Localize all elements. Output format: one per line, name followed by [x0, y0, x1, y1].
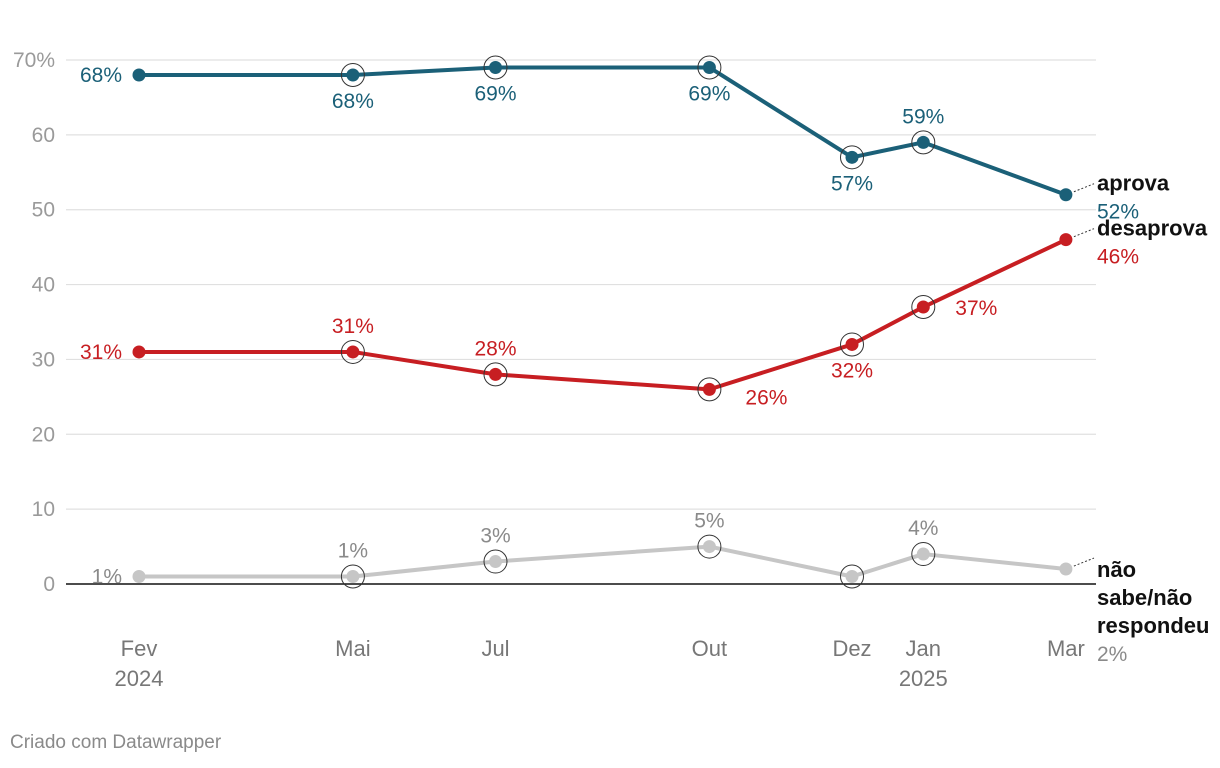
aprova-end-value: 52%	[1097, 201, 1139, 224]
aprova-leader-line	[1073, 183, 1095, 193]
aprova-point	[489, 60, 502, 74]
aprova-point	[702, 60, 716, 74]
series	[132, 55, 1073, 589]
aprova-data-label: 69%	[688, 82, 730, 105]
aprova-series-name: aprova	[1097, 171, 1170, 196]
x-tick-label: Mar	[1047, 636, 1085, 661]
x-tick-label: Out	[692, 636, 727, 661]
aprova-point	[916, 135, 930, 149]
y-tick-label: 60	[32, 124, 55, 147]
desaprova-leader-line	[1073, 228, 1095, 238]
aprova-data-label: 68%	[80, 64, 122, 87]
aprova-point	[346, 68, 360, 82]
x-tick-label: Dez	[832, 636, 871, 661]
nao_sabe-point-ring	[340, 564, 365, 589]
y-tick-label: 50	[32, 199, 55, 222]
desaprova-point-ring	[340, 339, 365, 364]
nao_sabe-point-ring	[911, 542, 936, 567]
aprova-point-ring	[911, 130, 936, 155]
y-tick-label: 0	[43, 573, 55, 596]
aprova-point	[132, 68, 146, 82]
desaprova-point-ring	[483, 362, 508, 387]
desaprova-point-ring	[911, 295, 936, 320]
x-tick-label: Jul	[481, 636, 509, 661]
nao_sabe-point	[702, 540, 716, 554]
nao_sabe-point	[489, 555, 502, 569]
desaprova-point	[702, 382, 716, 396]
desaprova-point	[1059, 233, 1073, 247]
y-axis: 0 10 20 30 40 50 60 70%	[13, 49, 55, 596]
aprova-data-label: 59%	[902, 105, 944, 128]
nao_sabe-point	[346, 570, 360, 584]
series-labels: aprova 52%desaprova 46% não sabe/não responde…	[1073, 171, 1209, 666]
desaprova-series-name: desaprova	[1097, 216, 1208, 241]
x-tick-label: Fev	[121, 636, 158, 661]
aprova-data-label: 69%	[474, 82, 516, 105]
nao_sabe-series-name: respondeu	[1097, 613, 1209, 638]
aprova-point	[845, 150, 859, 164]
desaprova-point	[916, 300, 930, 314]
y-tick-label: 20	[32, 423, 55, 446]
nao_sabe-data-label: 1%	[338, 540, 368, 563]
nao_sabe-point	[916, 547, 930, 561]
desaprova-data-label: 37%	[955, 297, 997, 320]
aprova-data-label: 68%	[332, 90, 374, 113]
nao_sabe-point-ring	[697, 534, 722, 559]
x-tick-label: Jan	[906, 636, 941, 661]
desaprova-data-label: 32%	[831, 359, 873, 382]
nao_sabe-data-label: 1%	[92, 566, 122, 589]
aprova-point	[1059, 188, 1073, 202]
desaprova-data-label: 28%	[474, 337, 516, 360]
desaprova-data-label: 31%	[80, 341, 122, 364]
desaprova-data-label: 31%	[332, 315, 374, 338]
nao_sabe-point	[1059, 562, 1073, 576]
nao_sabe-point	[845, 570, 859, 584]
desaprova-point	[845, 337, 859, 351]
nao_sabe-series-name: sabe/não	[1097, 585, 1192, 610]
desaprova-point	[489, 367, 502, 381]
desaprova-data-label: 26%	[745, 386, 787, 409]
aprova-point-ring	[483, 55, 508, 80]
aprova-point-ring	[340, 62, 365, 87]
series-desaprova	[132, 233, 1073, 402]
nao_sabe-point-ring	[840, 564, 864, 589]
aprova-point-ring	[840, 145, 864, 170]
y-tick-label: 10	[32, 498, 55, 521]
desaprova-point-ring	[697, 377, 722, 402]
nao_sabe-data-label: 4%	[908, 517, 938, 540]
x-tick-year: 2025	[899, 666, 948, 691]
x-axis: Fev 2024 Mai Jul Out Dez Jan 2025 Mar	[115, 636, 1085, 691]
x-tick-year: 2024	[115, 666, 164, 691]
desaprova-line	[139, 237, 1067, 392]
desaprova-point	[346, 345, 360, 359]
gridlines	[66, 59, 1096, 585]
series-aprova	[132, 55, 1073, 202]
desaprova-end-value: 46%	[1097, 246, 1139, 269]
x-tick-label: Mai	[335, 636, 370, 661]
desaprova-point	[132, 345, 146, 359]
desaprova-point-ring	[840, 332, 864, 357]
aprova-point-ring	[697, 55, 722, 80]
nao_sabe-series-name: não	[1097, 557, 1136, 582]
y-tick-label: 70%	[13, 49, 55, 72]
nao_sabe-leader-line	[1073, 557, 1095, 567]
nao_sabe-data-label: 3%	[480, 525, 510, 548]
nao_sabe-point	[132, 570, 146, 584]
nao_sabe-data-label: 5%	[694, 510, 724, 533]
credit-text: Criado com Datawrapper	[10, 732, 222, 753]
nao_sabe-point-ring	[483, 549, 508, 574]
series-nao_sabe	[132, 534, 1073, 589]
aprova-data-label: 57%	[831, 172, 873, 195]
y-tick-label: 40	[32, 274, 55, 297]
nao_sabe-end-value: 2%	[1097, 643, 1127, 666]
y-tick-label: 30	[32, 348, 55, 371]
data-labels: 68% 68% 69% 69% 57% 59% 31% 31% 28% 26% 32% 37% 1% 1%…	[80, 64, 997, 589]
